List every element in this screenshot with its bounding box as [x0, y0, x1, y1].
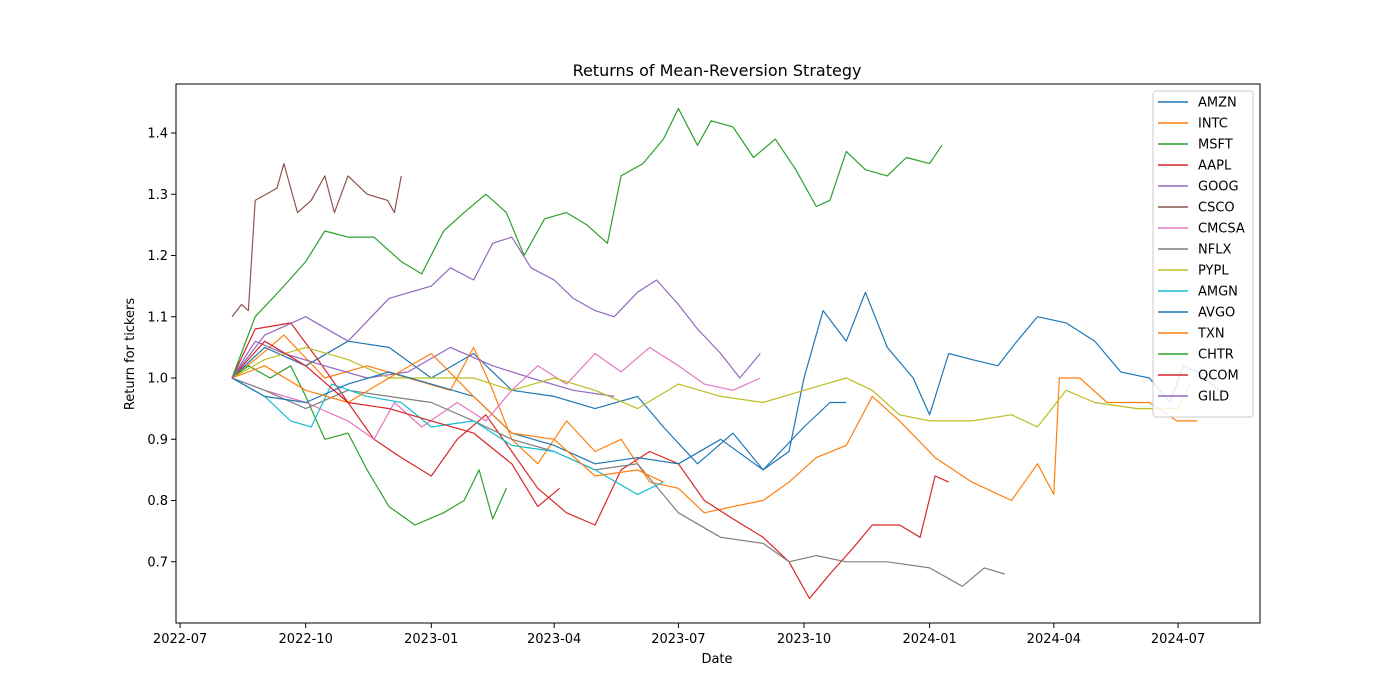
- series-layer: [231, 107, 1220, 600]
- y-tick-label: 0.8: [147, 494, 168, 509]
- legend-label-msft: MSFT: [1198, 138, 1233, 153]
- series-line-txn: [231, 352, 664, 483]
- x-tick-label: 2022-10: [279, 632, 333, 647]
- y-tick-label: 0.9: [147, 433, 168, 448]
- y-tick-label: 1.4: [147, 127, 168, 142]
- x-tick-label: 2023-10: [777, 632, 831, 647]
- series-line-nflx: [231, 377, 1005, 587]
- series-line-msft: [231, 365, 507, 526]
- legend-label-goog: GOOG: [1198, 180, 1239, 195]
- y-tick-label: 1.0: [147, 372, 168, 387]
- x-tick-label: 2024-01: [902, 632, 956, 647]
- series-line-aapl: [231, 322, 949, 600]
- x-tick-label: 2024-07: [1151, 632, 1205, 647]
- chart-title: Returns of Mean-Reversion Strategy: [573, 61, 862, 80]
- legend-label-nflx: NFLX: [1198, 243, 1231, 258]
- y-tick-label: 1.3: [147, 188, 168, 203]
- legend-label-avgo: AVGO: [1198, 306, 1235, 321]
- series-line-intc: [231, 334, 1198, 514]
- legend-label-intc: INTC: [1198, 117, 1228, 132]
- legend-label-csco: CSCO: [1198, 201, 1235, 216]
- legend-label-chtr: CHTR: [1198, 348, 1234, 363]
- legend-label-gild: GILD: [1198, 390, 1229, 405]
- legend: AMZN INTC MSFT AAPL GOOG CSCO CMCSA NFLX PYPL AMG…: [1152, 90, 1254, 418]
- y-axis-title: Return for tickers: [123, 298, 138, 411]
- series-line-gild: [231, 236, 761, 379]
- plot-area: [175, 83, 1261, 624]
- series-line-chtr: [231, 107, 943, 379]
- legend-box: [1152, 90, 1254, 418]
- y-axis: 0.7 0.8 0.9 1.0 1.1 1.2 1.3 1.4: [147, 127, 176, 570]
- series-line-goog: [231, 340, 615, 397]
- series-line-qcom: [231, 340, 560, 508]
- x-axis: 2022-07 2022-10 2023-01 2023-04 2023-07 2023-…: [153, 623, 1205, 647]
- y-tick-label: 1.1: [147, 310, 168, 325]
- legend-label-aapl: AAPL: [1198, 159, 1232, 174]
- legend-label-amgn: AMGN: [1198, 285, 1238, 300]
- series-line-amzn: [231, 291, 1220, 471]
- legend-label-cmcsa: CMCSA: [1198, 222, 1245, 237]
- series-line-pypl: [231, 346, 1191, 428]
- legend-label-txn: TXN: [1197, 327, 1225, 342]
- x-tick-label: 2023-04: [527, 632, 581, 647]
- legend-label-qcom: QCOM: [1198, 369, 1239, 384]
- series-line-csco: [231, 163, 402, 318]
- series-line-avgo: [231, 371, 847, 471]
- y-tick-label: 0.7: [147, 555, 168, 570]
- legend-label-amzn: AMZN: [1198, 96, 1237, 111]
- x-tick-label: 2023-01: [404, 632, 458, 647]
- y-tick-label: 1.2: [147, 249, 168, 264]
- x-tick-label: 2024-04: [1027, 632, 1081, 647]
- x-tick-label: 2023-07: [651, 632, 705, 647]
- series-line-amgn: [231, 377, 664, 495]
- x-tick-label: 2022-07: [153, 632, 207, 647]
- legend-label-pypl: PYPL: [1198, 264, 1229, 279]
- x-axis-title: Date: [701, 652, 732, 667]
